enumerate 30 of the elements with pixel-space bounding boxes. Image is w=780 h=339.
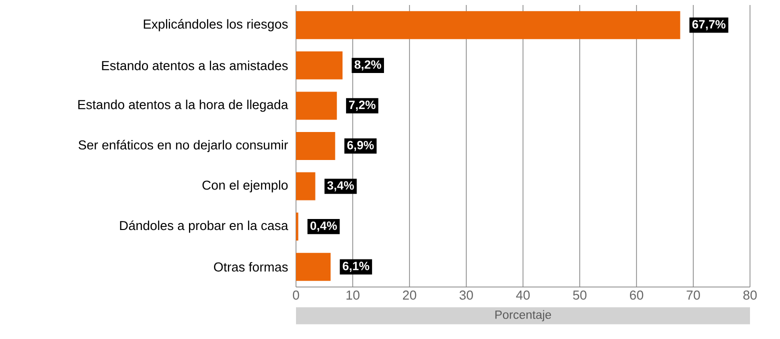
data-label: 67,7% xyxy=(692,20,726,30)
x-tick-label: 50 xyxy=(573,290,586,300)
data-label: 8,2% xyxy=(354,60,382,71)
data-label: 3,4% xyxy=(327,181,354,192)
data-label: 0,4% xyxy=(310,221,337,232)
y-tick-label: Ser enfáticos en no dejarlo consumir xyxy=(78,140,288,152)
data-label: 6,1% xyxy=(342,262,370,272)
bar xyxy=(296,172,316,200)
x-tick-label: 60 xyxy=(630,290,644,300)
data-label: 6,9% xyxy=(347,140,374,152)
x-tick-label: 0 xyxy=(292,290,300,300)
bar xyxy=(296,11,680,40)
bar xyxy=(296,92,337,120)
x-tick-label: 30 xyxy=(460,290,473,300)
x-axis-title: Porcentaje xyxy=(495,310,552,322)
x-tick-label: 10 xyxy=(346,290,360,300)
y-tick-label: Estando atentos a la hora de llegada xyxy=(78,100,288,112)
y-tick-label: Dándoles a probar en la casa xyxy=(120,220,288,233)
x-tick-label: 20 xyxy=(402,290,416,300)
bar xyxy=(296,51,343,80)
x-tick-label: 70 xyxy=(686,290,700,300)
y-tick-label: Con el ejemplo xyxy=(202,180,288,192)
y-tick-label: Estando atentos a las amistades xyxy=(102,60,288,70)
bar xyxy=(296,252,331,281)
x-tick-label: 80 xyxy=(743,290,757,300)
data-label: 7,2% xyxy=(349,100,376,111)
bar xyxy=(296,132,336,160)
y-tick-label: Explicándoles los riesgos xyxy=(144,19,288,32)
x-tick-label: 40 xyxy=(516,290,530,300)
y-tick-label: Otras formas xyxy=(214,262,288,272)
